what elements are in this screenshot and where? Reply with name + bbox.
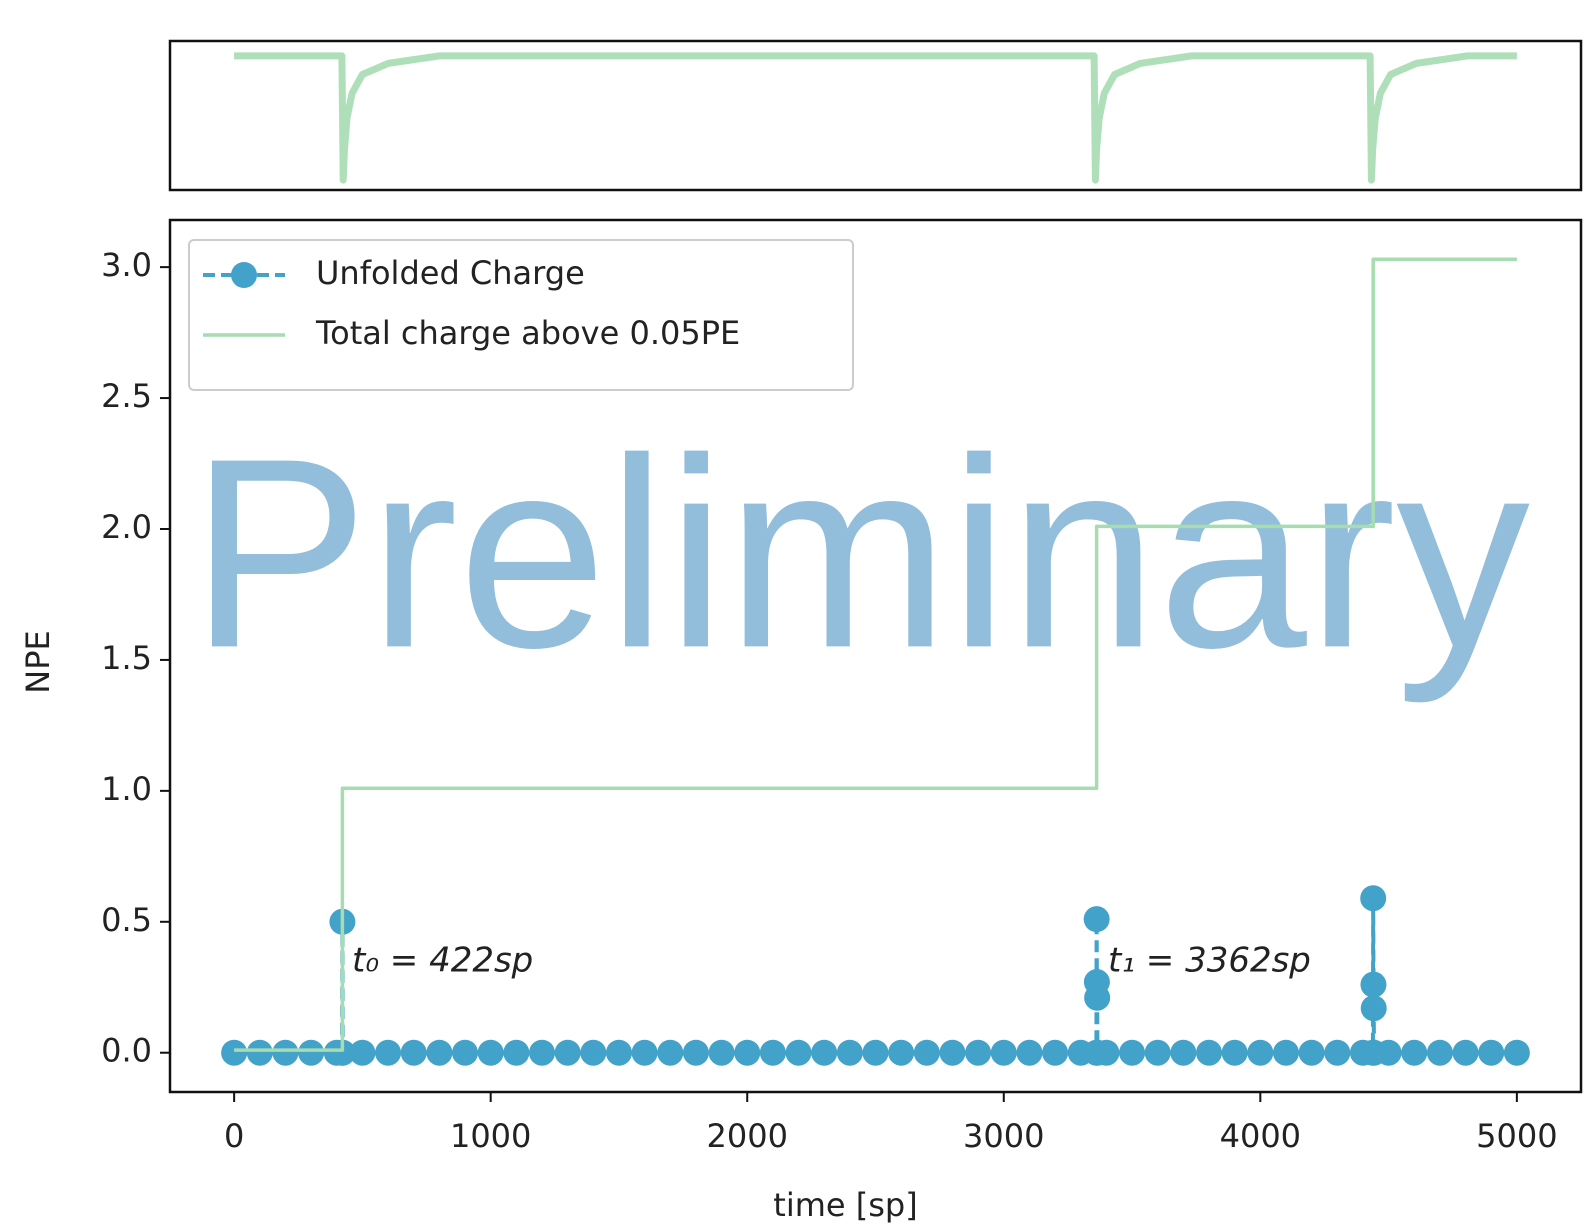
plot-area xyxy=(234,52,1517,184)
marker xyxy=(1360,971,1387,998)
axes-frame xyxy=(168,218,1583,1094)
marker xyxy=(1360,995,1387,1022)
marker xyxy=(349,1039,376,1066)
marker xyxy=(1478,1039,1505,1066)
marker xyxy=(1093,1039,1120,1066)
marker xyxy=(580,1039,607,1066)
legend-marker xyxy=(231,262,257,288)
marker xyxy=(1324,1039,1351,1066)
x-tick-label: 0 xyxy=(224,1117,244,1155)
legend-label: Total charge above 0.05PE xyxy=(315,314,740,352)
annotation: t₀ = 422sp xyxy=(352,941,533,981)
y-tick-label: 1.0 xyxy=(101,770,152,808)
marker xyxy=(605,1039,632,1066)
marker xyxy=(1144,1039,1171,1066)
y-tick-label: 3.0 xyxy=(101,246,152,284)
annotation: t₁ = 3362sp xyxy=(1108,941,1311,981)
marker xyxy=(1247,1039,1274,1066)
marker xyxy=(1083,906,1110,933)
marker xyxy=(888,1039,915,1066)
marker xyxy=(759,1039,786,1066)
marker xyxy=(1452,1039,1479,1066)
marker xyxy=(862,1039,889,1066)
y-axis-label: NPE xyxy=(19,630,57,693)
marker xyxy=(708,1039,735,1066)
x-tick-label: 1000 xyxy=(450,1117,531,1155)
plot-area: Preliminary xyxy=(190,257,1530,1066)
y-tick-label: 2.0 xyxy=(101,508,152,546)
marker xyxy=(1196,1039,1223,1066)
marker xyxy=(1042,1039,1069,1066)
y-tick-label: 0.0 xyxy=(101,1032,152,1070)
marker xyxy=(1298,1039,1325,1066)
marker xyxy=(1170,1039,1197,1066)
series-line xyxy=(234,52,1517,184)
marker xyxy=(452,1039,479,1066)
marker xyxy=(1221,1039,1248,1066)
marker xyxy=(811,1039,838,1066)
marker xyxy=(221,1039,248,1066)
marker xyxy=(246,1039,273,1066)
marker xyxy=(1503,1039,1530,1066)
marker xyxy=(785,1039,812,1066)
marker xyxy=(503,1039,530,1066)
marker xyxy=(1401,1039,1428,1066)
series-line xyxy=(234,257,1517,1052)
y-tick-label: 2.5 xyxy=(101,377,152,415)
marker xyxy=(939,1039,966,1066)
marker xyxy=(400,1039,427,1066)
marker xyxy=(298,1039,325,1066)
marker xyxy=(631,1039,658,1066)
marker xyxy=(554,1039,581,1066)
legend-label: Unfolded Charge xyxy=(316,254,585,292)
marker xyxy=(913,1039,940,1066)
marker xyxy=(375,1039,402,1066)
marker xyxy=(477,1039,504,1066)
watermark: Preliminary xyxy=(190,403,1530,705)
marker xyxy=(329,1039,356,1066)
marker xyxy=(1016,1039,1043,1066)
x-axis-label: time [sp] xyxy=(773,1186,917,1224)
marker xyxy=(528,1039,555,1066)
marker xyxy=(734,1039,761,1066)
y-tick-label: 0.5 xyxy=(101,901,152,939)
x-tick-label: 3000 xyxy=(963,1117,1044,1155)
marker xyxy=(657,1039,684,1066)
marker xyxy=(426,1039,453,1066)
marker xyxy=(965,1039,992,1066)
x-tick-label: 5000 xyxy=(1476,1117,1557,1155)
marker xyxy=(1360,885,1387,912)
y-tick-label: 1.5 xyxy=(101,639,152,677)
axes-frame xyxy=(168,39,1583,192)
marker xyxy=(1084,984,1111,1011)
marker xyxy=(1426,1039,1453,1066)
x-tick-label: 4000 xyxy=(1220,1117,1301,1155)
marker xyxy=(1375,1039,1402,1066)
marker xyxy=(1119,1039,1146,1066)
marker xyxy=(1272,1039,1299,1066)
x-tick-label: 2000 xyxy=(707,1117,788,1155)
legend-box xyxy=(188,239,854,391)
marker xyxy=(836,1039,863,1066)
marker xyxy=(272,1039,299,1066)
marker xyxy=(990,1039,1017,1066)
marker xyxy=(682,1039,709,1066)
